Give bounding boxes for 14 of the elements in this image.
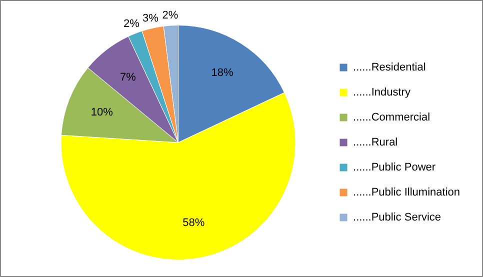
legend-label: ......Public Illumination	[353, 186, 460, 199]
data-label: 58%	[182, 217, 205, 230]
legend-label: ......Public Power	[353, 162, 436, 174]
data-label: 2%	[162, 10, 178, 22]
legend-label: ......Rural	[353, 136, 398, 149]
data-label: 10%	[90, 106, 114, 118]
data-label: 2%	[123, 18, 140, 30]
legend-label: ......Commercial	[353, 112, 430, 124]
legend-label: ......Industry	[353, 86, 411, 99]
data-label: 3%	[142, 12, 159, 24]
legend-label: ......Public Service	[353, 212, 442, 224]
data-label: 7%	[120, 72, 136, 84]
data-label: 18%	[211, 67, 234, 80]
legend-label: ......Residential	[353, 62, 426, 74]
